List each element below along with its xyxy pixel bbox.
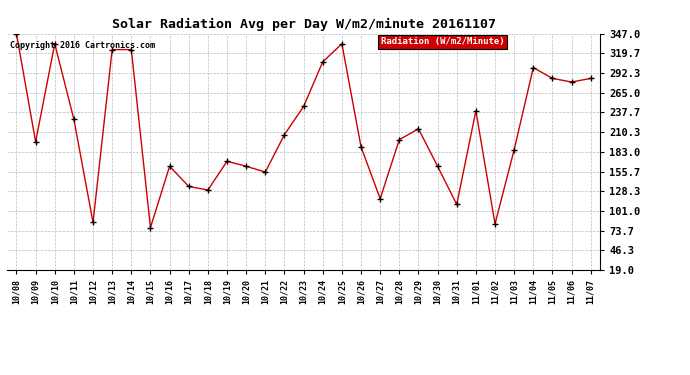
Text: Copyright 2016 Cartronics.com: Copyright 2016 Cartronics.com	[10, 41, 155, 50]
Text: Radiation (W/m2/Minute): Radiation (W/m2/Minute)	[381, 37, 504, 46]
Title: Solar Radiation Avg per Day W/m2/minute 20161107: Solar Radiation Avg per Day W/m2/minute …	[112, 18, 495, 31]
